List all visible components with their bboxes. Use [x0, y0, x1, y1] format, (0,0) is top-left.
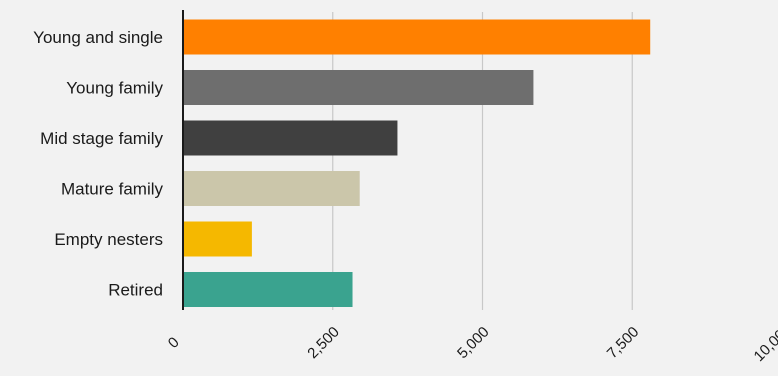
bar [183, 19, 651, 55]
bar [183, 221, 252, 257]
category-label: Mature family [61, 180, 164, 199]
bar [183, 120, 398, 156]
bar [183, 171, 360, 206]
bars [183, 19, 651, 307]
bar [183, 272, 353, 307]
gridlines [332, 12, 633, 310]
category-labels: Young and single Young family Mid stage fa… [33, 28, 163, 300]
category-label: Retired [108, 281, 163, 300]
category-label: Young and single [33, 28, 163, 47]
category-label: Young family [66, 79, 163, 98]
category-label: Empty nesters [54, 230, 163, 249]
category-label: Mid stage family [40, 129, 163, 148]
bar [183, 70, 534, 105]
